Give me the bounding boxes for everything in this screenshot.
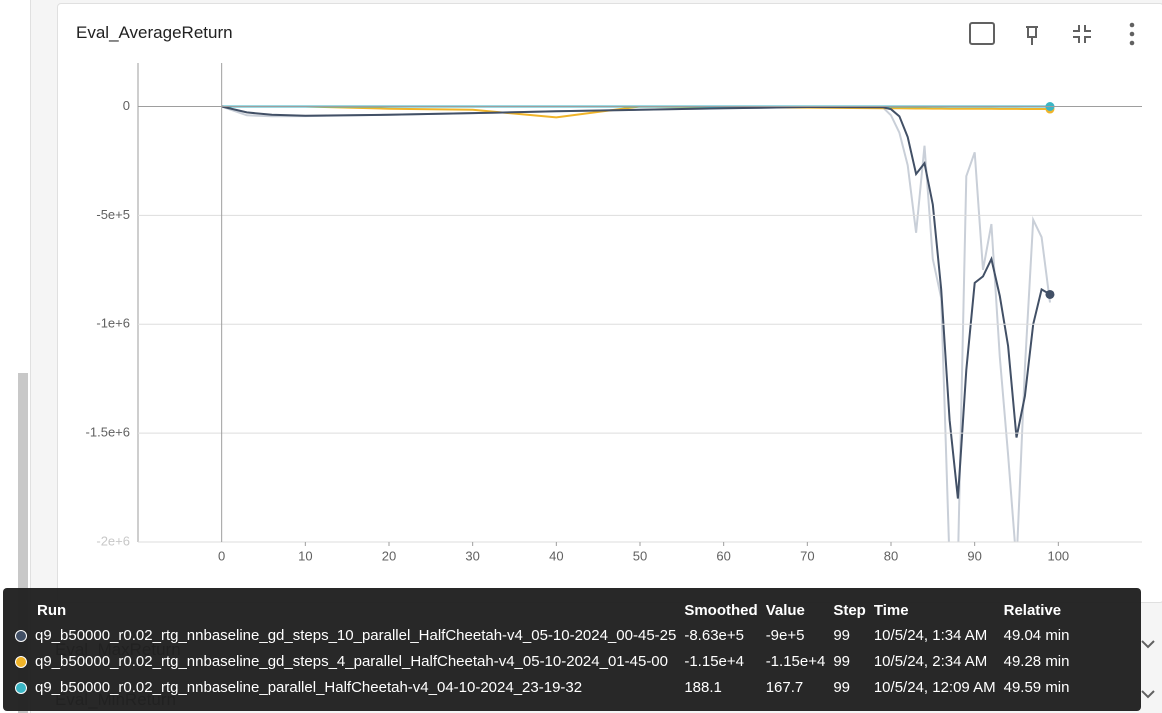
tooltip-cell: -1.15e+4 (684, 652, 744, 670)
run-name: q9_b50000_r0.02_rtg_nnbaseline_parallel_… (35, 678, 583, 696)
y-tick-label: -1e+6 (96, 316, 130, 331)
tooltip-cell: -8.63e+5 (684, 626, 744, 644)
x-tick-label: 90 (967, 548, 981, 563)
x-tick-label: 10 (298, 548, 312, 563)
column-header: Smoothed (684, 601, 758, 619)
tooltip-cell: 10/5/24, 12:09 AM (873, 678, 996, 696)
tooltip-cell: 10/5/24, 1:34 AM (873, 626, 988, 644)
tooltip-cell: 99 (833, 652, 851, 670)
x-tick-label: 50 (633, 548, 647, 563)
expand-chevron[interactable] (1141, 640, 1155, 699)
x-tick-label: 70 (800, 548, 814, 563)
tooltip-cell: -1.15e+4 (765, 652, 826, 670)
column-header: Step (833, 601, 866, 619)
run-name: q9_b50000_r0.02_rtg_nnbaseline_gd_steps_… (35, 652, 668, 670)
series-group (221, 105, 1051, 542)
tooltip-cell: -9e+5 (765, 626, 805, 644)
x-tick-label: 30 (465, 548, 479, 563)
run-cell: q9_b50000_r0.02_rtg_nnbaseline_gd_steps_… (11, 648, 680, 674)
tooltip-cell: 49.28 min (1003, 652, 1070, 670)
x-tick-label: 80 (884, 548, 898, 563)
end-point (1045, 289, 1055, 299)
pin-button[interactable] (1026, 26, 1038, 45)
card-title: Eval_AverageReturn (76, 23, 233, 42)
tooltip-table: Run Smoothed Value Step Time Relative q9_b5000… (11, 598, 1073, 700)
chart-card (57, 3, 1162, 603)
collapse-button[interactable] (1073, 25, 1091, 43)
column-header: Value (765, 601, 805, 619)
header-row: Run Smoothed Value Step Time Relative (11, 598, 1073, 622)
tooltip: Run Smoothed Value Step Time Relative q9_b5000… (3, 588, 1141, 711)
tooltip-cell: 188.1 (684, 678, 722, 696)
color-dot (15, 681, 27, 694)
column-header: Time (873, 601, 909, 619)
tooltip-cell: 49.04 min (1003, 626, 1070, 644)
tooltip-cell: 167.7 (765, 678, 804, 696)
tooltip-cell: 99 (833, 626, 851, 644)
tooltip-cell: 99 (833, 678, 851, 696)
column-header: Run (37, 601, 67, 619)
tooltip-cell: 49.59 min (1003, 678, 1070, 696)
x-tick-label: 40 (549, 548, 563, 563)
tooltip-cell: 10/5/24, 2:34 AM (873, 652, 988, 670)
line (221, 105, 1051, 499)
line (221, 105, 1050, 119)
raw-line (221, 105, 1051, 542)
y-tick-label: -5e+5 (96, 207, 130, 222)
scrollbar[interactable] (18, 373, 28, 713)
run-name: q9_b50000_r0.02_rtg_nnbaseline_gd_steps_… (35, 626, 677, 644)
color-dot (15, 629, 27, 642)
x-tick-label: 0 (218, 548, 225, 563)
tooltip-row: q9_b50000_r0.02_rtg_nnbaseline_gd_steps_… (11, 648, 1073, 674)
fit-button[interactable] (969, 22, 995, 45)
x-tick-label: 100 (1047, 548, 1069, 563)
plot-area (221, 102, 1055, 542)
column-header: Relative (1003, 601, 1062, 619)
x-tick-label: 60 (716, 548, 730, 563)
y-tick-label: -1.5e+6 (86, 425, 130, 440)
tooltip-row: q9_b50000_r0.02_rtg_nnbaseline_gd_steps_… (11, 622, 1073, 648)
y-tick-label: 0 (123, 98, 130, 113)
y-tick-label: -2e+6 (96, 533, 130, 548)
run-cell: q9_b50000_r0.02_rtg_nnbaseline_gd_steps_… (11, 622, 680, 648)
x-tick-label: 20 (382, 548, 396, 563)
tooltip-row: q9_b50000_r0.02_rtg_nnbaseline_parallel_… (11, 674, 1073, 700)
run-cell: q9_b50000_r0.02_rtg_nnbaseline_parallel_… (11, 674, 680, 700)
menu-button[interactable] (1129, 22, 1135, 46)
toolbar (969, 22, 1135, 46)
color-dot (15, 655, 27, 668)
